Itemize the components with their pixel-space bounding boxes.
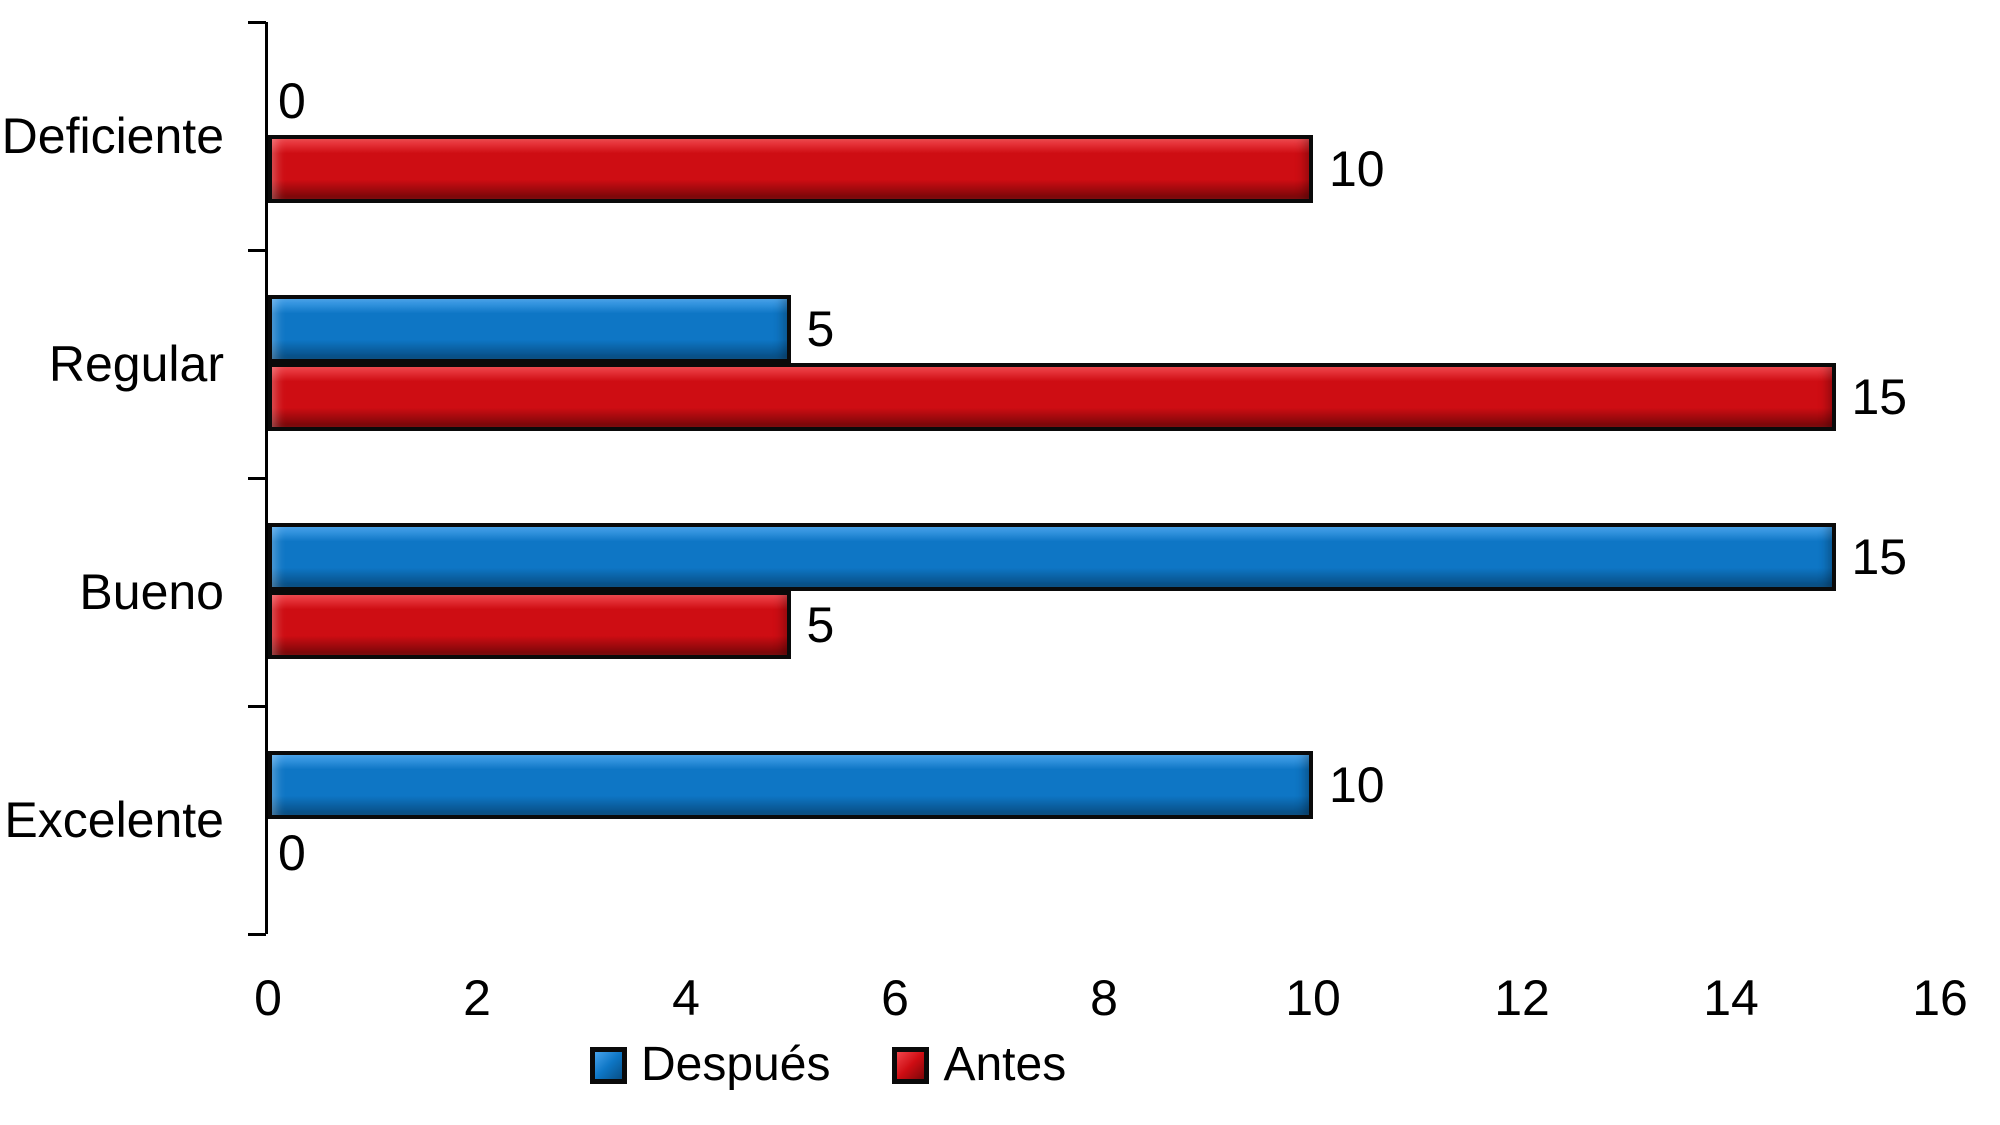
- value-label-despues-regular: 5: [806, 301, 835, 357]
- axis-tick: [248, 933, 266, 936]
- category-label-bueno: Bueno: [79, 564, 224, 620]
- legend: Después Antes: [590, 1041, 1066, 1089]
- x-tick-label-4: 4: [672, 970, 700, 1026]
- bar-despues-excelente: [268, 751, 1313, 819]
- legend-label-antes: Antes: [943, 1038, 1067, 1091]
- bar-despues-bueno: [268, 523, 1836, 591]
- x-tick-label-8: 8: [1090, 970, 1118, 1026]
- bar-antes-regular: [268, 363, 1836, 431]
- axis-tick: [248, 21, 266, 24]
- value-label-antes-regular: 15: [1851, 369, 1908, 425]
- x-tick-label-14: 14: [1703, 970, 1759, 1026]
- x-tick-label-0: 0: [254, 970, 282, 1026]
- bar-despues-regular: [268, 295, 791, 363]
- category-label-deficiente: Deficiente: [1, 108, 224, 164]
- bar-antes-deficiente: [268, 135, 1313, 203]
- legend-item-antes: Antes: [892, 1041, 1066, 1089]
- axis-tick: [248, 249, 266, 252]
- category-label-excelente: Excelente: [4, 792, 224, 848]
- x-tick-label-16: 16: [1912, 970, 1968, 1026]
- legend-item-despues: Después: [590, 1041, 830, 1089]
- axis-tick: [248, 705, 266, 708]
- value-label-antes-excelente: 0: [278, 825, 306, 881]
- x-tick-label-12: 12: [1494, 970, 1550, 1026]
- legend-swatch-antes-icon: [892, 1046, 930, 1084]
- value-label-despues-bueno: 15: [1851, 529, 1908, 585]
- x-tick-label-2: 2: [463, 970, 491, 1026]
- legend-swatch-despues-icon: [590, 1046, 627, 1084]
- x-tick-label-6: 6: [881, 970, 909, 1026]
- axis-tick: [248, 477, 266, 480]
- x-tick-label-10: 10: [1285, 970, 1341, 1026]
- value-label-despues-deficiente: 0: [278, 73, 306, 129]
- legend-label-despues: Después: [641, 1038, 831, 1091]
- value-label-antes-deficiente: 10: [1329, 141, 1385, 197]
- bar-antes-bueno: [268, 591, 791, 659]
- value-label-despues-excelente: 10: [1329, 757, 1385, 813]
- category-axis-line: [265, 22, 268, 934]
- category-label-regular: Regular: [48, 336, 224, 392]
- value-label-antes-bueno: 5: [806, 597, 835, 653]
